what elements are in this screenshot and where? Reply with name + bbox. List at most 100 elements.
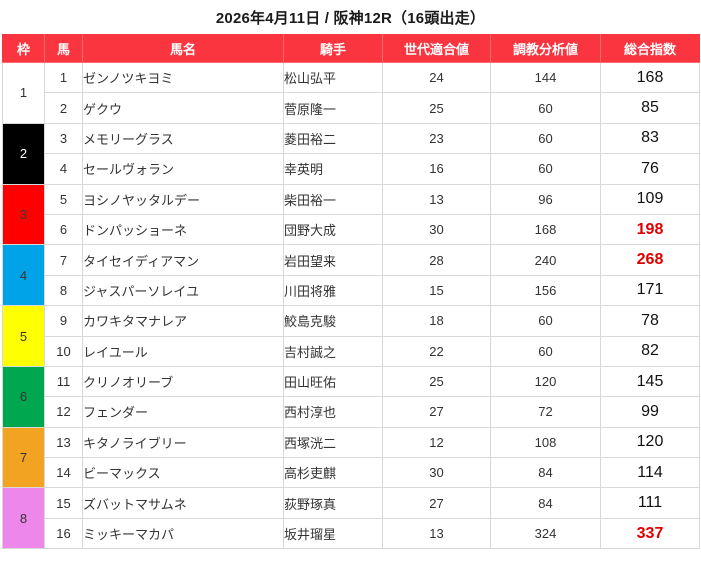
table-row: 1 1 ゼンノツキヨミ 松山弘平 24 144 168	[2, 61, 700, 124]
generation-value-cell: 30	[382, 213, 491, 246]
generation-value-cell: 16	[382, 153, 491, 185]
table-row: 16 ミッキーマカパ 坂井瑠星 13 324 337	[3, 517, 700, 550]
horse-number-cell: 6	[44, 213, 83, 246]
total-index-cell: 109	[600, 183, 700, 215]
horse-number-cell: 2	[44, 92, 83, 124]
generation-value-cell: 24	[382, 61, 491, 94]
horse-name-cell: クリノオリーブ	[82, 365, 284, 398]
horse-name-cell: ミッキーマカパ	[82, 517, 284, 550]
header-horse-number: 馬	[44, 34, 83, 63]
jockey-cell: 鮫島克駿	[283, 305, 383, 337]
jockey-cell: 菅原隆一	[283, 92, 383, 124]
horse-name-cell: ズバットマサムネ	[82, 487, 284, 519]
training-value-cell: 108	[490, 426, 601, 459]
frame-number-cell: 2	[2, 122, 45, 185]
table-row: 5 9 カワキタマナレア 鮫島克駿 18 60 78	[2, 305, 700, 367]
total-index-cell: 171	[600, 274, 700, 307]
frame-number-cell: 1	[2, 62, 45, 124]
generation-value-cell: 28	[382, 244, 491, 276]
horse-number-cell: 9	[44, 305, 83, 337]
frame-number-cell: 7	[2, 426, 45, 489]
generation-value-cell: 25	[382, 365, 491, 398]
training-value-cell: 324	[490, 517, 601, 550]
total-index-cell: 337	[600, 517, 700, 550]
generation-value-cell: 30	[382, 457, 491, 489]
table-row: 6 11 クリノオリーブ 田山旺佑 25 120 145	[2, 365, 700, 428]
jockey-cell: 団野大成	[283, 213, 383, 246]
table-row: 2 3 メモリーグラス 菱田裕二 23 60 83	[2, 122, 700, 185]
generation-value-cell: 18	[382, 305, 491, 337]
jockey-cell: 吉村誠之	[283, 335, 383, 367]
table-row: 8 15 ズバットマサムネ 荻野琢真 27 84 111	[2, 487, 700, 550]
horse-number-cell: 14	[44, 457, 83, 489]
horse-name-cell: レイユール	[82, 335, 284, 367]
horse-number-cell: 8	[44, 274, 83, 307]
training-value-cell: 60	[490, 122, 601, 155]
jockey-cell: 柴田裕一	[283, 183, 383, 215]
total-index-cell: 111	[600, 487, 700, 519]
frame-number-cell: 5	[2, 305, 45, 367]
total-index-cell: 268	[600, 244, 700, 276]
table-row: 7 13 キタノライブリー 西塚洸二 12 108 120	[2, 426, 700, 489]
total-index-cell: 145	[600, 365, 700, 398]
horse-name-cell: カワキタマナレア	[82, 305, 284, 337]
horse-number-cell: 4	[44, 153, 83, 185]
horse-name-cell: ジャスパーソレイユ	[82, 274, 284, 307]
horse-name-cell: ゲクウ	[82, 92, 284, 124]
horse-number-cell: 12	[44, 396, 83, 428]
total-index-cell: 99	[600, 396, 700, 428]
table-row: 4 セールヴォラン 幸英明 16 60 76	[3, 153, 700, 185]
jockey-cell: 荻野琢真	[283, 487, 383, 519]
training-value-cell: 156	[490, 274, 601, 307]
race-title: 2026年4月11日 / 阪神12R（16頭出走）	[215, 10, 486, 27]
training-value-cell: 96	[490, 183, 601, 215]
generation-value-cell: 13	[382, 517, 491, 550]
horse-number-cell: 11	[44, 365, 83, 398]
header-horse-name: 馬名	[82, 34, 284, 63]
header-generation-value: 世代適合値	[382, 34, 491, 63]
jockey-cell: 西塚洸二	[283, 426, 383, 459]
frame-number-cell: 8	[2, 487, 45, 550]
table-row: 2 ゲクウ 菅原隆一 25 60 85	[3, 92, 700, 124]
total-index-cell: 76	[600, 153, 700, 185]
horse-name-cell: タイセイディアマン	[82, 244, 284, 276]
total-index-cell: 83	[600, 122, 700, 155]
training-value-cell: 84	[490, 487, 601, 519]
total-index-cell: 82	[600, 335, 700, 367]
table-row: 12 フェンダー 西村淳也 27 72 99	[3, 396, 700, 428]
table-row: 3 5 ヨシノヤッタルデー 柴田裕一 13 96 109	[2, 183, 700, 246]
table-row: 4 7 タイセイディアマン 岩田望来 28 240 268	[2, 244, 700, 307]
table-row: 10 レイユール 吉村誠之 22 60 82	[3, 335, 700, 367]
generation-value-cell: 25	[382, 92, 491, 124]
jockey-cell: 幸英明	[283, 153, 383, 185]
generation-value-cell: 23	[382, 122, 491, 155]
jockey-cell: 西村淳也	[283, 396, 383, 428]
generation-value-cell: 27	[382, 396, 491, 428]
jockey-cell: 松山弘平	[283, 61, 383, 94]
header-jockey: 騎手	[283, 34, 383, 63]
frame-number-cell: 6	[2, 365, 45, 428]
jockey-cell: 川田将雅	[283, 274, 383, 307]
horse-name-cell: ドンパッショーネ	[82, 213, 284, 246]
jockey-cell: 高杉吏麒	[283, 457, 383, 489]
generation-value-cell: 12	[382, 426, 491, 459]
training-value-cell: 60	[490, 335, 601, 367]
total-index-cell: 198	[600, 213, 700, 246]
training-value-cell: 84	[490, 457, 601, 489]
horse-number-cell: 10	[44, 335, 83, 367]
total-index-cell: 78	[600, 305, 700, 337]
horse-number-cell: 15	[44, 487, 83, 519]
training-value-cell: 144	[490, 61, 601, 94]
horse-name-cell: フェンダー	[82, 396, 284, 428]
jockey-cell: 田山旺佑	[283, 365, 383, 398]
total-index-cell: 114	[600, 457, 700, 489]
horse-name-cell: ゼンノツキヨミ	[82, 61, 284, 94]
horse-number-cell: 7	[44, 244, 83, 276]
horse-name-cell: キタノライブリー	[82, 426, 284, 459]
header-total-index: 総合指数	[600, 34, 700, 63]
total-index-cell: 120	[600, 426, 700, 459]
training-value-cell: 60	[490, 153, 601, 185]
training-value-cell: 120	[490, 365, 601, 398]
table-row: 6 ドンパッショーネ 団野大成 30 168 198	[3, 213, 700, 246]
